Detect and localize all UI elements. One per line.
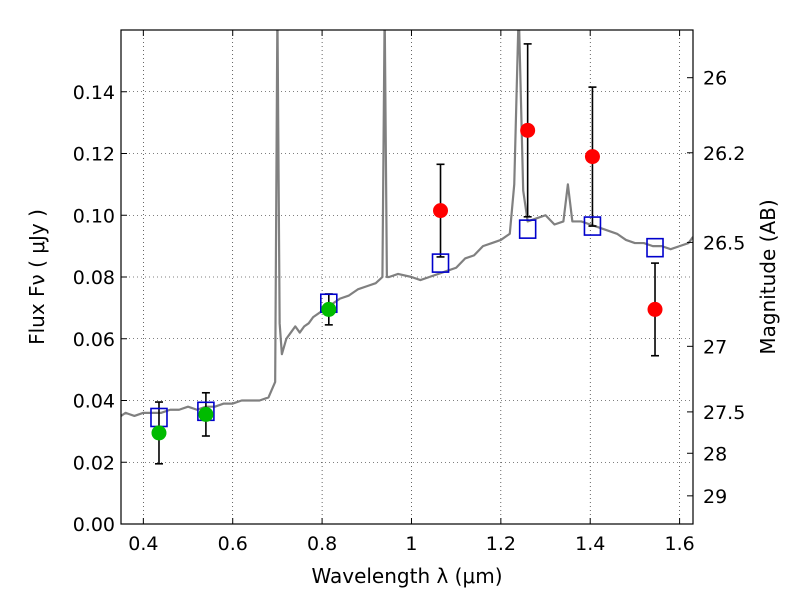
x-tick-label: 1 [405,533,417,555]
y2-tick-label: 28 [703,443,727,465]
green-point-marker [151,425,167,441]
y-tick-label: 0.06 [73,329,115,351]
y-axis-label: Flux Fν ( μJy ) [25,209,49,345]
red-point-marker [647,301,663,317]
y-tick-label: 0.02 [73,452,115,474]
x-tick-label: 0.4 [128,533,158,555]
y-tick-label: 0.04 [73,391,115,413]
y2-tick-label: 26 [703,68,727,90]
x-tick-label: 1.6 [664,533,694,555]
y2-tick-label: 26.5 [703,232,745,254]
x-tick-label: 1.4 [575,533,605,555]
y-tick-label: 0.12 [73,144,115,166]
red-point-marker [520,122,536,138]
x-axis-label: Wavelength λ (μm) [311,564,502,588]
model-box-marker [583,216,602,236]
y-tick-label: 0.00 [73,514,115,536]
y-tick-label: 0.08 [73,267,115,289]
model-box-marker [431,253,450,273]
marker-layer [150,122,664,441]
red-point-marker [584,149,600,165]
y-tick-label: 0.14 [73,82,115,104]
y2-axis-label: Magnitude (AB) [756,199,780,354]
x-axis-ticks: 0.4 0.6 0.8 1 1.2 1.4 1.6 [128,30,695,555]
y2-tick-label: 29 [703,486,727,508]
green-point-marker [198,406,214,422]
x-tick-label: 0.8 [307,533,337,555]
y2-tick-label: 27 [703,336,727,358]
y-axis-ticks: 0.00 0.02 0.04 0.06 0.08 0.10 0.12 0.14 [73,82,127,536]
y2-axis-ticks: 26 26.2 26.5 27 27.5 28 29 [687,68,745,508]
model-box-marker [518,219,537,239]
model-box-marker [646,237,664,258]
red-point-marker [433,203,449,219]
green-point-marker [321,301,337,317]
x-tick-label: 1.2 [486,533,516,555]
x-tick-label: 0.6 [218,533,248,555]
y2-tick-label: 27.5 [703,402,745,424]
y-tick-label: 0.10 [73,205,115,227]
y2-tick-label: 26.2 [703,143,745,165]
